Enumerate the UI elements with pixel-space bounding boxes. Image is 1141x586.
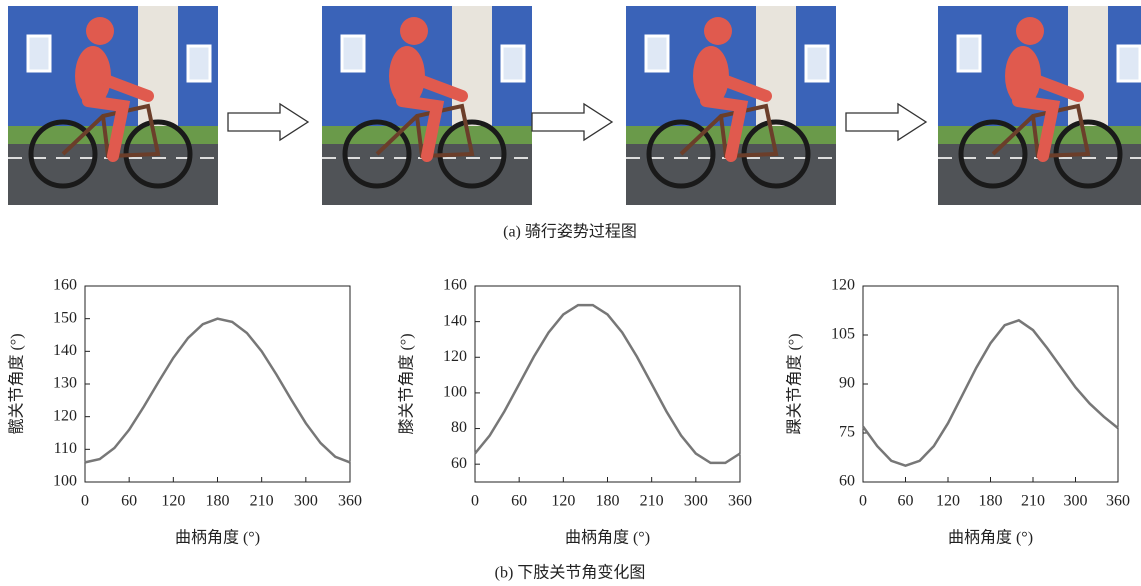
figure: (a) 骑行姿势过程图 (b) 下肢关节角变化图 100 110 120 130 140… [0, 0, 1141, 586]
posture-image [322, 6, 532, 205]
y-axis-label: 髋关节角度 (°) [8, 333, 26, 434]
x-tick-label: 120 [161, 493, 185, 510]
x-tick-label: 300 [684, 493, 708, 510]
y-tick-label: 110 [54, 440, 77, 457]
x-tick-label: 300 [1064, 493, 1088, 510]
x-axis-label: 曲柄角度 (°) [948, 529, 1033, 547]
x-tick-label: 180 [206, 493, 230, 510]
figure-canvas: (a) 骑行姿势过程图 (b) 下肢关节角变化图 100 110 120 130 140… [0, 0, 1141, 586]
y-tick-label: 60 [451, 455, 467, 472]
caption: (a) 骑行姿势过程图 [503, 223, 637, 241]
y-tick-label: 80 [451, 419, 467, 436]
data-line [475, 305, 740, 463]
arrow [228, 104, 308, 140]
x-tick-label: 0 [859, 493, 867, 510]
y-tick-label: 90 [839, 375, 855, 392]
x-tick-label: 0 [471, 493, 479, 510]
x-tick-label: 0 [81, 493, 89, 510]
x-tick-label: 210 [1021, 493, 1045, 510]
x-axis-label: 曲柄角度 (°) [175, 529, 260, 547]
x-tick-label: 360 [728, 493, 752, 510]
x-tick-label: 60 [511, 493, 527, 510]
y-tick-label: 160 [443, 277, 467, 294]
y-tick-label: 160 [53, 277, 77, 294]
y-tick-label: 100 [53, 473, 77, 490]
y-tick-label: 130 [53, 375, 77, 392]
x-tick-label: 120 [551, 493, 575, 510]
caption: (b) 下肢关节角变化图 [495, 564, 646, 582]
plot-frame [863, 286, 1118, 482]
arrow [846, 104, 926, 140]
plot-frame [85, 286, 350, 482]
x-tick-label: 210 [250, 493, 274, 510]
y-tick-label: 120 [443, 348, 467, 365]
x-tick-label: 120 [936, 493, 960, 510]
arrow [532, 104, 612, 140]
posture-image [938, 6, 1141, 205]
data-line [863, 320, 1118, 465]
x-tick-label: 180 [979, 493, 1003, 510]
y-tick-label: 120 [831, 277, 855, 294]
y-axis-label: 踝关节角度 (°) [786, 333, 804, 434]
y-tick-label: 140 [53, 342, 77, 359]
posture-image [626, 6, 836, 205]
y-tick-label: 60 [839, 473, 855, 490]
posture-image [8, 6, 218, 205]
data-line [85, 319, 350, 463]
x-tick-label: 60 [898, 493, 914, 510]
y-tick-label: 100 [443, 384, 467, 401]
x-tick-label: 360 [1106, 493, 1130, 510]
y-tick-label: 150 [53, 309, 77, 326]
x-tick-label: 210 [640, 493, 664, 510]
y-tick-label: 140 [443, 312, 467, 329]
x-axis-label: 曲柄角度 (°) [565, 529, 650, 547]
x-tick-label: 60 [121, 493, 137, 510]
y-tick-label: 75 [839, 424, 855, 441]
x-tick-label: 300 [294, 493, 318, 510]
x-tick-label: 360 [338, 493, 362, 510]
y-tick-label: 120 [53, 407, 77, 424]
y-tick-label: 105 [831, 326, 855, 343]
x-tick-label: 180 [596, 493, 620, 510]
y-axis-label: 膝关节角度 (°) [398, 333, 416, 434]
